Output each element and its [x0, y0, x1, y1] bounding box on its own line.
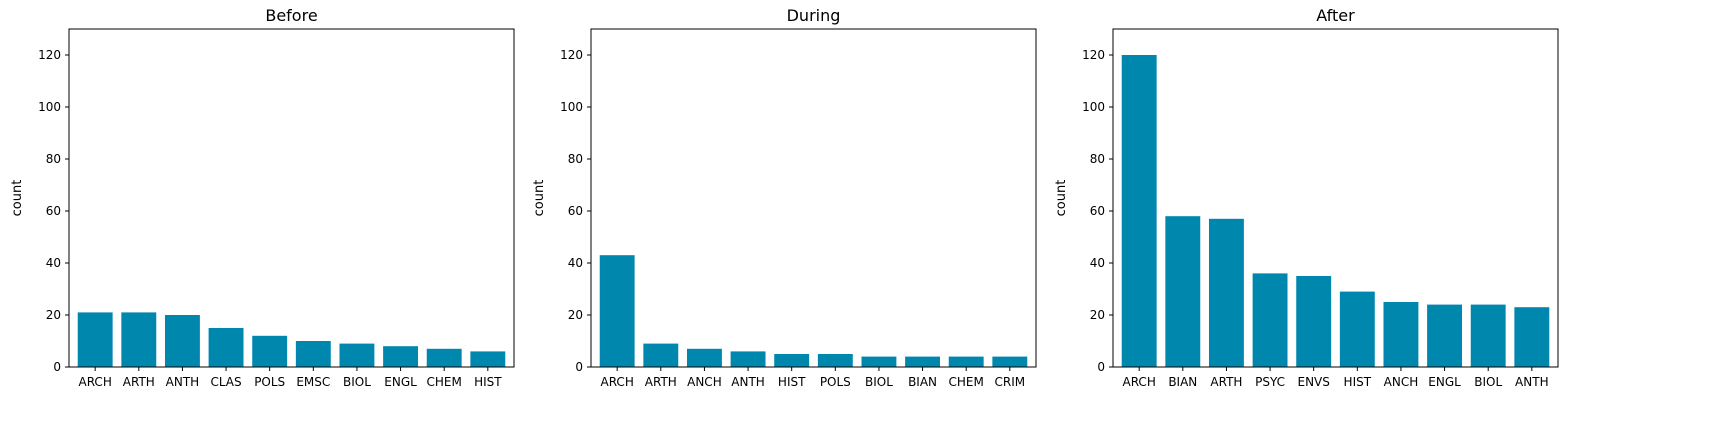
- bar-pols: [817, 354, 853, 367]
- bar-engl: [1427, 304, 1463, 367]
- bar-anth: [730, 351, 766, 367]
- y-tick-label: 0: [1097, 360, 1105, 374]
- x-tick-label: ANTH: [1515, 375, 1549, 389]
- axes-frame: [590, 28, 1037, 368]
- bar-envs: [1296, 276, 1332, 367]
- y-axis-label: count: [10, 180, 25, 217]
- x-tick-label: BIOL: [343, 375, 371, 389]
- bar-bian: [905, 356, 941, 367]
- y-tick-label: 0: [575, 360, 583, 374]
- y-tick-label: 20: [46, 308, 61, 322]
- x-tick-label: ARCH: [78, 375, 111, 389]
- y-tick-label: 40: [568, 256, 583, 270]
- bar-arth: [1208, 218, 1244, 367]
- x-tick-label: PSYC: [1255, 375, 1285, 389]
- x-tick-label: CLAS: [210, 375, 241, 389]
- chart-title: Before: [265, 6, 317, 25]
- y-tick-label: 120: [1082, 48, 1105, 62]
- x-tick-label: POLS: [820, 375, 851, 389]
- y-tick-label: 80: [568, 152, 583, 166]
- x-tick-label: POLS: [254, 375, 285, 389]
- bar-engl: [383, 346, 419, 367]
- x-tick-label: ENVS: [1297, 375, 1329, 389]
- bar-psyc: [1252, 273, 1288, 367]
- x-tick-label: EMSC: [296, 375, 330, 389]
- y-axis-label: count: [532, 180, 547, 217]
- y-axis-label: count: [1054, 180, 1069, 217]
- y-tick-label: 40: [1090, 256, 1105, 270]
- bar-arch: [1121, 55, 1157, 367]
- y-tick-label: 20: [568, 308, 583, 322]
- bar-biol: [861, 356, 897, 367]
- x-tick-label: ANCH: [1384, 375, 1419, 389]
- bar-hist: [774, 354, 810, 367]
- bar-chem: [426, 348, 462, 367]
- chart-title: During: [787, 6, 841, 25]
- bar-anch: [686, 348, 722, 367]
- y-tick-label: 80: [1090, 152, 1105, 166]
- bar-hist: [470, 351, 506, 367]
- x-tick-label: BIAN: [908, 375, 937, 389]
- y-tick-label: 80: [46, 152, 61, 166]
- x-tick-label: CHEM: [427, 375, 462, 389]
- bar-biol: [339, 343, 375, 367]
- x-tick-label: HIST: [474, 375, 502, 389]
- x-tick-label: ENGL: [384, 375, 417, 389]
- chart-panel-1: Before ARCH ARTH ANTH CLAS POLS EMSC BIOL ENGL CH…: [10, 6, 515, 389]
- y-tick-label: 20: [1090, 308, 1105, 322]
- bar-arth: [643, 343, 679, 367]
- bar-biol: [1470, 304, 1506, 367]
- axes-frame: [1112, 28, 1559, 368]
- y-tick-label: 60: [46, 204, 61, 218]
- bar-hist: [1339, 291, 1375, 367]
- y-tick-label: 0: [53, 360, 61, 374]
- bar-anth: [1514, 307, 1550, 367]
- axes-frame: [68, 28, 515, 368]
- x-tick-label: ARCH: [1122, 375, 1155, 389]
- bar-emsc: [295, 341, 331, 367]
- x-tick-label: ARTH: [1210, 375, 1242, 389]
- y-tick-label: 100: [38, 100, 61, 114]
- x-tick-label: ARCH: [600, 375, 633, 389]
- bar-arch: [599, 255, 635, 367]
- x-tick-label: ANTH: [166, 375, 200, 389]
- x-tick-label: ANTH: [731, 375, 765, 389]
- bar-crim: [992, 356, 1028, 367]
- chart-title: After: [1316, 6, 1355, 25]
- x-tick-label: CHEM: [949, 375, 984, 389]
- chart-panel-2: During ARCH ARTH ANCH ANTH HIST POLS BIOL BIAN CH…: [532, 6, 1037, 389]
- chart-panel-3: After ARCH BIAN ARTH PSYC ENVS HIST ANCH ENGL BIO…: [1054, 6, 1559, 389]
- bar-bian: [1165, 216, 1201, 367]
- bar-anth: [164, 315, 200, 367]
- x-tick-label: ENGL: [1428, 375, 1461, 389]
- bar-clas: [208, 328, 244, 367]
- x-tick-label: ANCH: [687, 375, 722, 389]
- y-tick-label: 100: [1082, 100, 1105, 114]
- x-tick-label: ARTH: [123, 375, 155, 389]
- x-tick-label: HIST: [1344, 375, 1372, 389]
- bar-anch: [1383, 302, 1419, 367]
- x-tick-label: BIOL: [1474, 375, 1502, 389]
- y-tick-label: 60: [1090, 204, 1105, 218]
- x-tick-label: HIST: [778, 375, 806, 389]
- y-tick-label: 120: [560, 48, 583, 62]
- x-tick-label: ARTH: [645, 375, 677, 389]
- bar-arth: [121, 312, 157, 367]
- bar-arch: [77, 312, 113, 367]
- y-tick-label: 120: [38, 48, 61, 62]
- x-tick-label: CRIM: [995, 375, 1026, 389]
- x-tick-label: BIAN: [1168, 375, 1197, 389]
- x-tick-label: BIOL: [865, 375, 893, 389]
- y-tick-label: 100: [560, 100, 583, 114]
- y-tick-label: 40: [46, 256, 61, 270]
- bar-chem: [948, 356, 984, 367]
- y-tick-label: 60: [568, 204, 583, 218]
- bar-pols: [252, 335, 288, 367]
